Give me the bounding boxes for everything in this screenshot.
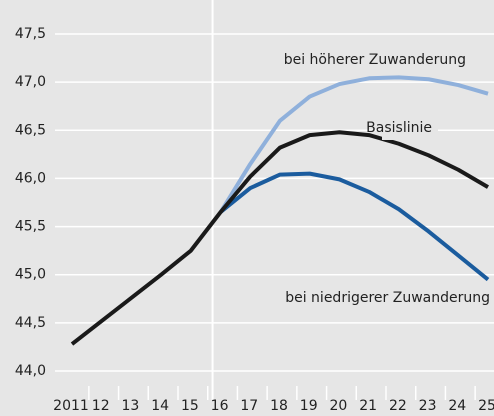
y-tick-label: 47,0 xyxy=(15,74,46,90)
series-label: bei höherer Zuwanderung xyxy=(284,52,466,68)
x-tick-label: 24 xyxy=(448,398,466,414)
y-tick-label: 47,5 xyxy=(15,26,46,42)
line-series xyxy=(70,130,490,346)
series-label: bei niedrigerer Zuwanderung xyxy=(285,290,490,306)
x-tick-label: 15 xyxy=(181,398,199,414)
y-tick-label: 46,5 xyxy=(15,122,46,138)
y-tick-label: 44,5 xyxy=(15,315,46,331)
x-tick-label: 17 xyxy=(240,398,258,414)
label-bg xyxy=(382,116,438,140)
x-tick-label: 16 xyxy=(211,398,229,414)
y-tick-label: 44,0 xyxy=(15,363,46,379)
x-tick-label: 23 xyxy=(419,398,437,414)
x-tick-label: 25 xyxy=(478,398,494,414)
x-tick-label: 18 xyxy=(270,398,288,414)
y-tick-label: 45,0 xyxy=(15,267,46,283)
x-tick-label: 21 xyxy=(359,398,377,414)
x-tick-label: 19 xyxy=(300,398,318,414)
x-tick-label: 12 xyxy=(92,398,110,414)
x-tick-label: 22 xyxy=(389,398,407,414)
x-tick-label: 14 xyxy=(151,398,169,414)
line-series xyxy=(219,171,490,282)
x-tick-label: 20 xyxy=(330,398,348,414)
y-tick-label: 46,0 xyxy=(15,170,46,186)
y-tick-label: 45,5 xyxy=(15,219,46,235)
line-series xyxy=(218,75,489,214)
x-tick-label: 13 xyxy=(122,398,140,414)
series-label: Basislinie xyxy=(366,120,432,136)
x-tick-label: 2011 xyxy=(53,398,89,414)
